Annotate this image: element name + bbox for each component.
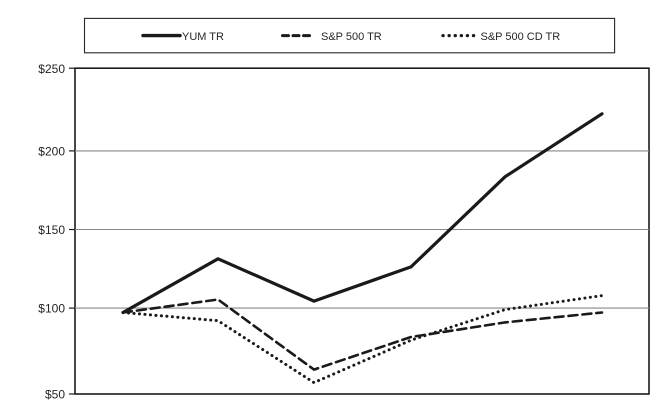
svg-text:$250: $250 [38,62,65,76]
svg-text:S&P 500 CD TR: S&P 500 CD TR [481,31,561,43]
svg-text:YUM TR: YUM TR [182,31,224,43]
svg-text:$200: $200 [38,145,65,159]
svg-text:$100: $100 [38,302,65,316]
svg-text:$150: $150 [38,223,65,237]
svg-text:$50: $50 [45,388,65,402]
svg-text:S&P 500 TR: S&P 500 TR [321,31,382,43]
